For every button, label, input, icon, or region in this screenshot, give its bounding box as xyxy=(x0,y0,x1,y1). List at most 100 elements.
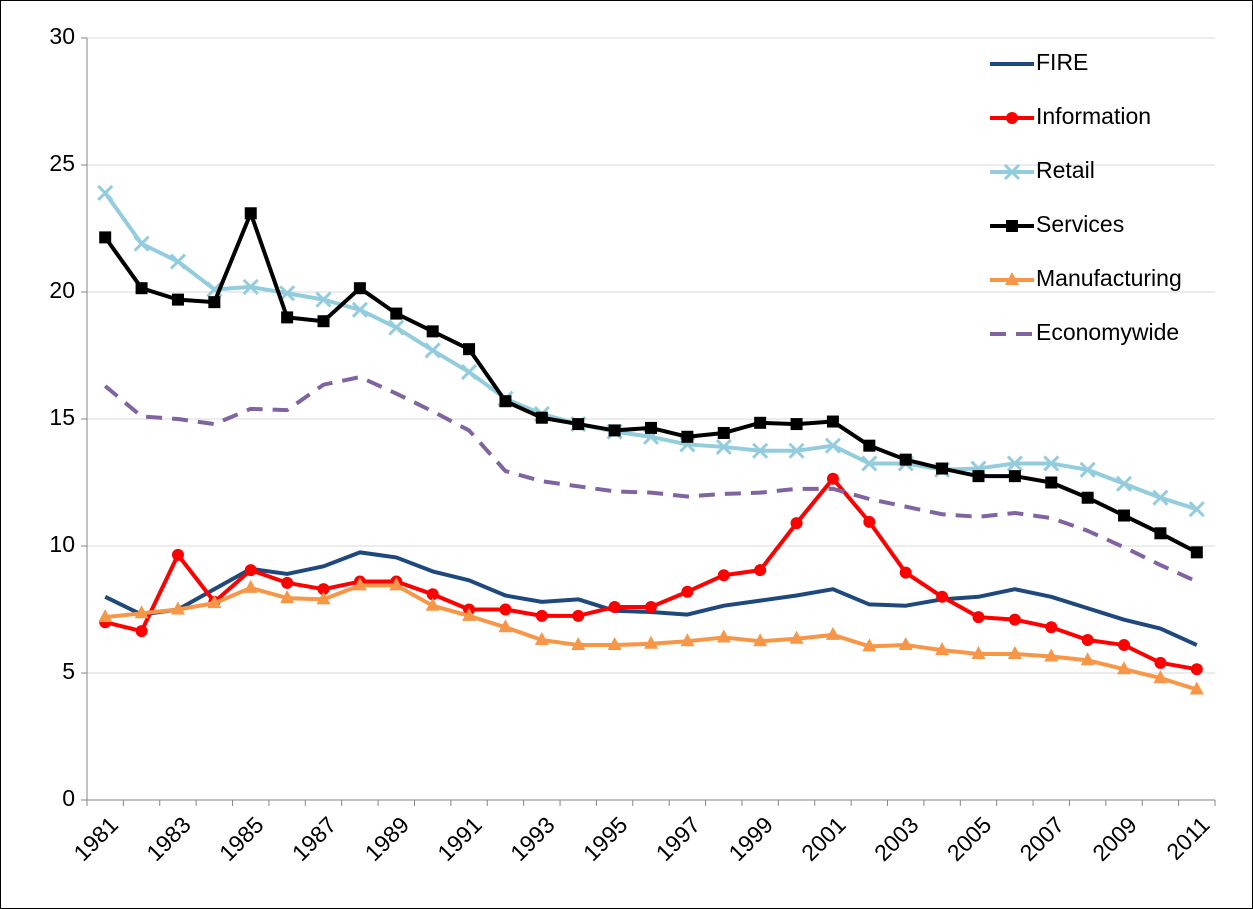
marker xyxy=(1080,652,1095,666)
marker xyxy=(462,607,477,621)
marker xyxy=(1081,491,1094,504)
marker xyxy=(281,311,294,324)
marker xyxy=(1045,476,1058,489)
legend-label: FIRE xyxy=(1036,49,1088,75)
marker xyxy=(1153,670,1168,684)
marker xyxy=(1188,501,1205,518)
marker xyxy=(535,411,548,424)
y-tick-label: 30 xyxy=(49,23,75,49)
marker xyxy=(1079,461,1096,478)
marker xyxy=(133,235,150,252)
marker xyxy=(317,583,330,596)
marker xyxy=(426,325,439,338)
marker xyxy=(972,611,985,624)
marker xyxy=(645,421,657,434)
marker xyxy=(244,564,257,577)
legend-label: Information xyxy=(1036,103,1151,129)
marker xyxy=(972,470,985,483)
marker xyxy=(1118,509,1131,522)
marker xyxy=(1190,663,1203,676)
marker xyxy=(790,418,803,431)
marker xyxy=(681,585,694,598)
marker xyxy=(608,424,621,437)
marker xyxy=(1154,527,1167,540)
marker xyxy=(790,517,803,530)
marker xyxy=(1007,645,1022,659)
marker xyxy=(171,548,184,561)
legend-marker xyxy=(1005,272,1019,285)
marker xyxy=(243,579,258,593)
marker xyxy=(1044,648,1059,662)
marker xyxy=(862,638,877,652)
marker xyxy=(388,319,405,336)
marker xyxy=(280,590,295,604)
marker xyxy=(1006,455,1023,472)
legend-label: Retail xyxy=(1036,157,1095,183)
legend-entry: FIRE xyxy=(990,49,1088,75)
y-tick-label: 10 xyxy=(49,531,75,557)
legend-entry: Manufacturing xyxy=(990,265,1182,291)
marker xyxy=(534,631,549,645)
marker xyxy=(244,207,257,220)
y-tick-label: 20 xyxy=(49,277,75,303)
marker xyxy=(607,637,622,651)
marker xyxy=(98,609,113,623)
series-line xyxy=(103,375,1198,584)
marker xyxy=(535,609,548,622)
marker xyxy=(99,231,112,244)
marker xyxy=(572,418,585,431)
marker xyxy=(1008,613,1021,626)
marker xyxy=(754,564,767,577)
marker xyxy=(352,577,367,591)
marker xyxy=(899,453,912,466)
legend-label: Services xyxy=(1036,211,1124,237)
marker xyxy=(826,415,839,428)
legend-label: Economywide xyxy=(1036,319,1179,345)
marker xyxy=(826,472,839,485)
marker xyxy=(644,635,658,649)
marker xyxy=(754,416,767,429)
marker xyxy=(571,637,586,651)
marker xyxy=(1115,475,1133,492)
marker xyxy=(935,642,950,656)
marker xyxy=(425,597,440,611)
marker xyxy=(572,609,585,622)
marker xyxy=(169,253,187,270)
marker xyxy=(753,633,768,647)
marker xyxy=(1154,656,1167,669)
marker xyxy=(316,591,331,605)
marker xyxy=(1118,639,1131,652)
y-tick-label: 15 xyxy=(49,404,75,430)
marker xyxy=(936,462,949,475)
marker xyxy=(390,307,403,320)
marker xyxy=(863,515,876,528)
marker xyxy=(1189,681,1204,695)
marker xyxy=(1045,621,1058,634)
marker xyxy=(825,626,840,640)
marker xyxy=(1190,546,1203,559)
marker xyxy=(389,577,404,591)
legend-entry: Retail xyxy=(990,157,1095,183)
marker xyxy=(499,603,512,616)
marker xyxy=(971,645,986,659)
marker xyxy=(789,630,804,644)
marker xyxy=(135,282,148,295)
marker xyxy=(716,629,731,643)
y-tick-label: 5 xyxy=(62,658,75,684)
marker xyxy=(461,363,478,381)
marker xyxy=(171,293,184,306)
marker xyxy=(861,455,878,472)
marker xyxy=(898,637,913,651)
marker xyxy=(97,184,114,202)
marker xyxy=(1152,489,1169,506)
marker xyxy=(717,426,730,439)
marker xyxy=(936,590,949,603)
marker xyxy=(463,343,476,356)
marker xyxy=(645,600,657,613)
marker xyxy=(351,301,368,318)
marker xyxy=(281,576,294,589)
marker xyxy=(317,315,330,328)
